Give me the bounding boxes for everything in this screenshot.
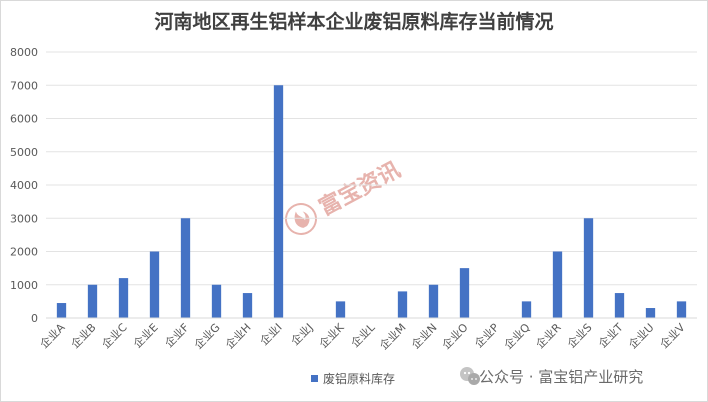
x-tick-label: 企业T [595, 320, 625, 350]
bar [614, 293, 625, 318]
chart-title: 河南地区再生铝样本企业废铝原料库存当前情况 [154, 10, 553, 33]
x-tick-label: 企业B [68, 320, 99, 351]
y-tick-label: 2000 [10, 246, 38, 259]
x-tick-label: 企业P [471, 320, 501, 350]
x-tick-label: 企业S [564, 320, 594, 350]
footer-text: 公众号 · 富宝铝产业研究 [479, 368, 643, 386]
bar [459, 268, 470, 318]
x-tick-label: 企业G [191, 320, 222, 351]
watermark-text: 富宝资讯 [315, 157, 405, 221]
legend-label: 废铝原料库存 [323, 371, 395, 386]
bar [118, 278, 129, 318]
bar [273, 85, 284, 318]
x-tick-label: 企业Q [501, 320, 533, 352]
y-tick-label: 4000 [10, 179, 38, 192]
y-tick-label: 0 [31, 312, 38, 325]
x-tick-label: 企业N [408, 320, 439, 351]
x-tick-label: 企业I [257, 320, 285, 348]
y-tick-label: 7000 [10, 79, 38, 92]
bar [211, 284, 222, 318]
bar [149, 251, 160, 318]
bar [242, 293, 253, 318]
x-axis-ticks: 企业A 企业B 企业C 企业E 企业F 企业G 企业H 企业I 企业J 企业K 企业L 企业M 企业N 企… [37, 320, 688, 353]
x-tick-label: 企业U [625, 320, 656, 351]
y-axis-ticks: 0 1000 2000 3000 4000 5000 6000 7000 8000 [10, 46, 38, 325]
bar [180, 218, 191, 318]
bar [397, 291, 408, 318]
y-tick-label: 5000 [10, 146, 38, 159]
flame-logo-icon [285, 203, 317, 235]
x-tick-label: 企业J [288, 320, 316, 348]
legend-swatch [311, 375, 318, 382]
x-tick-label: 企业C [99, 320, 130, 351]
bar [521, 301, 532, 318]
watermark: 富宝资讯 [285, 157, 405, 235]
x-tick-label: 企业L [348, 320, 378, 350]
bar [56, 303, 67, 318]
x-tick-label: 企业F [162, 320, 192, 350]
bar [428, 284, 439, 318]
x-tick-label: 企业M [376, 320, 408, 352]
x-tick-label: 企业O [439, 320, 471, 352]
x-tick-label: 企业E [130, 320, 160, 350]
bar [583, 218, 594, 318]
x-tick-label: 企业K [316, 320, 347, 351]
footer: 公众号 · 富宝铝产业研究 [460, 367, 643, 386]
wechat-icon [460, 367, 480, 385]
y-tick-label: 1000 [10, 279, 38, 292]
bar [645, 308, 656, 318]
legend: 废铝原料库存 [311, 371, 395, 386]
bar [87, 284, 98, 318]
x-tick-label: 企业H [222, 320, 253, 351]
x-tick-label: 企业A [37, 320, 68, 351]
y-tick-label: 8000 [10, 46, 38, 59]
bar [335, 301, 346, 318]
x-tick-label: 企业R [533, 320, 564, 351]
bar [552, 251, 563, 318]
bars [56, 85, 687, 318]
x-tick-label: 企业V [657, 320, 688, 351]
bar [676, 301, 687, 318]
y-tick-label: 3000 [10, 212, 38, 225]
y-tick-label: 6000 [10, 113, 38, 126]
